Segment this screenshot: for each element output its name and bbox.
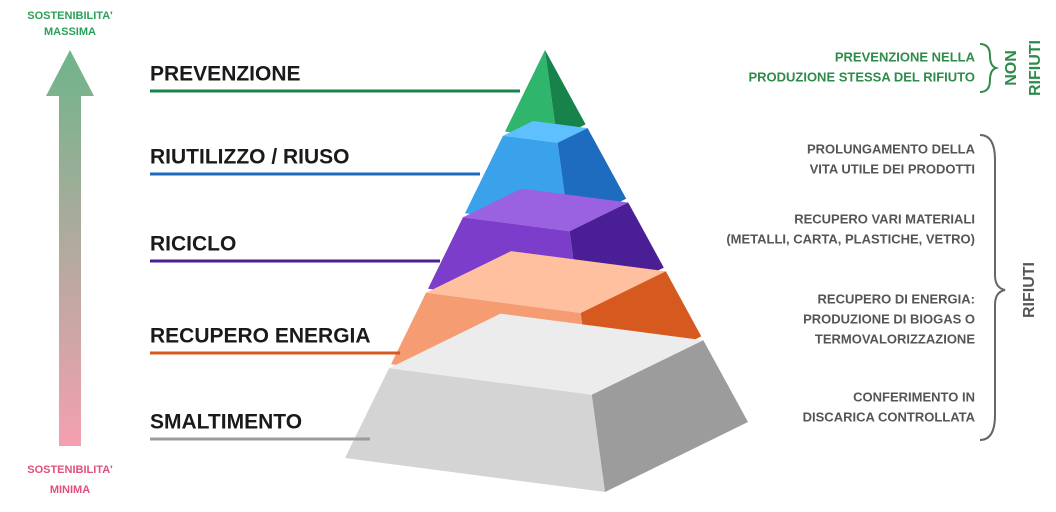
pyramid-top-face <box>389 313 704 395</box>
pyramid-top-face <box>463 188 629 232</box>
waste-text: PRODUZIONE DI BIOGAS O <box>803 311 975 326</box>
pyramid-right-face <box>591 340 748 492</box>
waste-text: VITA UTILE DEI PRODOTTI <box>810 161 975 176</box>
bottom-label: MINIMA <box>50 484 90 496</box>
bottom-label: SOSTENIBILITA' <box>27 464 113 476</box>
waste-text: DISCARICA CONTROLLATA <box>803 409 976 424</box>
non-waste-label: RIFIUTI <box>1027 40 1044 96</box>
pyramid-top-face <box>503 121 588 143</box>
level-label: RECUPERO ENERGIA <box>150 325 371 348</box>
waste-text: RECUPERO DI ENERGIA: <box>818 291 975 306</box>
level-label: SMALTIMENTO <box>150 411 302 434</box>
brace <box>979 43 1000 93</box>
brace <box>979 134 1006 441</box>
waste-label: RIFIUTI <box>1021 262 1038 318</box>
level-label: RICICLO <box>150 233 236 256</box>
top-label: SOSTENIBILITA' <box>27 10 113 22</box>
waste-text: TERMOVALORIZZAZIONE <box>815 331 975 346</box>
waste-text: RECUPERO VARI MATERIALI <box>794 211 975 226</box>
non-waste-text: PRODUZIONE STESSA DEL RIFIUTO <box>748 69 975 84</box>
non-waste-text: PREVENZIONE NELLA <box>835 49 976 64</box>
level-label: PREVENZIONE <box>150 63 301 86</box>
pyramid-top-face <box>426 251 666 313</box>
non-waste-label: NON <box>1003 50 1020 86</box>
waste-text: CONFERIMENTO IN <box>853 389 975 404</box>
pyramid-right-face <box>545 50 586 139</box>
waste-text: PROLUNGAMENTO DELLA <box>807 141 976 156</box>
pyramid-left-face <box>345 368 605 492</box>
pyramid-left-face <box>505 50 557 139</box>
sustainability-arrow <box>46 50 94 446</box>
top-label: MASSIMA <box>44 26 96 38</box>
level-label: RIUTILIZZO / RIUSO <box>150 146 350 169</box>
waste-text: (METALLI, CARTA, PLASTICHE, VETRO) <box>726 231 975 246</box>
